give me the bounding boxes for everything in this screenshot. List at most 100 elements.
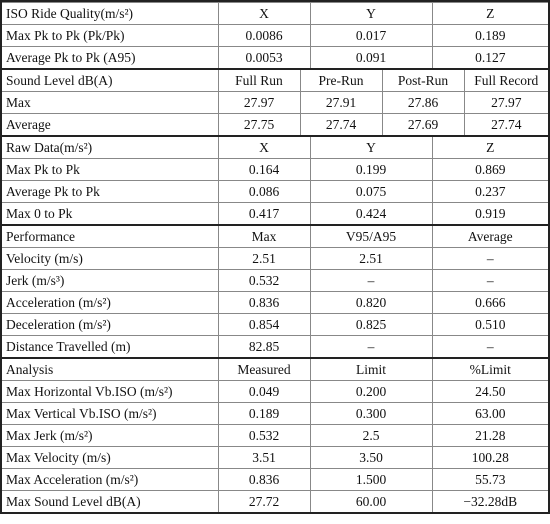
table-cell: Average xyxy=(2,113,219,135)
table-cell: 27.74 xyxy=(299,113,383,135)
table-cell: 0.532 xyxy=(217,424,311,447)
table-cell: 27.74 xyxy=(463,113,548,135)
header-cell: X xyxy=(217,2,311,25)
table-row: Average 27.75 27.74 27.69 27.74 xyxy=(2,113,548,135)
table-cell: 0.417 xyxy=(217,202,311,224)
table-cell: Deceleration (m/s²) xyxy=(2,313,219,336)
table-cell: 0.919 xyxy=(431,202,548,224)
table-cell: 63.00 xyxy=(431,402,548,425)
table-row: Max Pk to Pk 0.164 0.199 0.869 xyxy=(2,158,548,181)
table-cell: 0.666 xyxy=(431,291,548,314)
header-cell: Measured xyxy=(217,357,311,381)
table-cell: 0.199 xyxy=(309,158,433,181)
table-row: Max Pk to Pk (Pk/Pk) 0.0086 0.017 0.189 xyxy=(2,24,548,47)
table-cell: 21.28 xyxy=(431,424,548,447)
section-table: ISO Ride Quality(m/s²) X Y Z Max Pk to Pk (P… xyxy=(2,2,548,68)
header-cell: Y xyxy=(309,2,433,25)
table-row: Max Vertical Vb.ISO (m/s²) 0.189 0.300 63.0… xyxy=(2,402,548,425)
section-table: Performance Max V95/A95 Average Velocity (m/… xyxy=(2,224,548,357)
table-cell: 3.50 xyxy=(309,446,433,469)
table-cell: 2.5 xyxy=(309,424,433,447)
table-cell: 0.189 xyxy=(217,402,311,425)
table-row: Max Velocity (m/s) 3.51 3.50 100.28 xyxy=(2,446,548,469)
header-cell: Pre-Run xyxy=(299,68,383,92)
section-table: Sound Level dB(A) Full Run Pre-Run Post-Run… xyxy=(2,68,548,135)
table-cell: Max xyxy=(2,91,219,114)
header-cell: Z xyxy=(431,2,548,25)
table-cell: Max Sound Level dB(A) xyxy=(2,490,219,512)
table-row: Deceleration (m/s²) 0.854 0.825 0.510 xyxy=(2,313,548,336)
header-cell: Sound Level dB(A) xyxy=(2,68,219,92)
table-cell: 0.820 xyxy=(309,291,433,314)
header-cell: Z xyxy=(431,135,548,159)
table-cell: 2.51 xyxy=(217,247,311,270)
table-cell: 0.869 xyxy=(431,158,548,181)
table-cell: 0.164 xyxy=(217,158,311,181)
table-cell: 24.50 xyxy=(431,380,548,403)
table-cell: 0.510 xyxy=(431,313,548,336)
table-row: Max 0 to Pk 0.417 0.424 0.919 xyxy=(2,202,548,224)
section-table: Raw Data(m/s²) X Y Z Max Pk to Pk 0.164 0.199 0… xyxy=(2,135,548,224)
header-cell: Full Run xyxy=(217,68,301,92)
header-cell: Max xyxy=(217,224,311,248)
table-cell: Max Jerk (m/s²) xyxy=(2,424,219,447)
header-row: Analysis Measured Limit %Limit xyxy=(2,357,548,381)
header-cell: Full Record xyxy=(463,68,548,92)
table-cell: Average Pk to Pk xyxy=(2,180,219,203)
table-cell: 2.51 xyxy=(309,247,433,270)
table-cell: 0.836 xyxy=(217,291,311,314)
section-table: Analysis Measured Limit %Limit Max Horizonta… xyxy=(2,357,548,512)
table-cell: – xyxy=(309,269,433,292)
table-cell: −32.28dB xyxy=(431,490,548,512)
header-cell: Raw Data(m/s²) xyxy=(2,135,219,159)
table-cell: 27.69 xyxy=(381,113,465,135)
header-cell: Limit xyxy=(309,357,433,381)
table-cell: Max Velocity (m/s) xyxy=(2,446,219,469)
table-cell: – xyxy=(431,269,548,292)
header-cell: Y xyxy=(309,135,433,159)
table-cell: Max Acceleration (m/s²) xyxy=(2,468,219,491)
table-cell: 0.424 xyxy=(309,202,433,224)
table-cell: Max Pk to Pk (Pk/Pk) xyxy=(2,24,219,47)
header-row: Sound Level dB(A) Full Run Pre-Run Post-Run… xyxy=(2,68,548,92)
table-cell: – xyxy=(431,335,548,357)
table-row: Average Pk to Pk 0.086 0.075 0.237 xyxy=(2,180,548,203)
table-cell: 27.72 xyxy=(217,490,311,512)
table-cell: Jerk (m/s³) xyxy=(2,269,219,292)
table-cell: 55.73 xyxy=(431,468,548,491)
header-row: Raw Data(m/s²) X Y Z xyxy=(2,135,548,159)
table-cell: 0.532 xyxy=(217,269,311,292)
header-cell: Post-Run xyxy=(381,68,465,92)
table-row: Max Acceleration (m/s²) 0.836 1.500 55.73 xyxy=(2,468,548,491)
table-cell: Max 0 to Pk xyxy=(2,202,219,224)
table-cell: 0.0053 xyxy=(217,46,311,68)
table-row: Velocity (m/s) 2.51 2.51– xyxy=(2,247,548,270)
table-cell: 0.0086 xyxy=(217,24,311,47)
header-row: ISO Ride Quality(m/s²) X Y Z xyxy=(2,2,548,25)
table-cell: 27.97 xyxy=(463,91,548,114)
table-row: Max Horizontal Vb.ISO (m/s²) 0.049 0.200 24… xyxy=(2,380,548,403)
table-cell: 0.017 xyxy=(309,24,433,47)
table-row: Jerk (m/s³) 0.532– – xyxy=(2,269,548,292)
table-cell: Max Pk to Pk xyxy=(2,158,219,181)
table-cell: 27.75 xyxy=(217,113,301,135)
header-cell: Average xyxy=(431,224,548,248)
table-row: Max Jerk (m/s²) 0.532 2.5 21.28 xyxy=(2,424,548,447)
header-cell: X xyxy=(217,135,311,159)
table-row: Max Sound Level dB(A) 27.72 60.00 −32.28dB xyxy=(2,490,548,512)
table-cell: Max Vertical Vb.ISO (m/s²) xyxy=(2,402,219,425)
table-cell: 0.237 xyxy=(431,180,548,203)
table-row: Distance Travelled (m) 82.85– – xyxy=(2,335,548,357)
table-cell: 0.189 xyxy=(431,24,548,47)
table-cell: 0.200 xyxy=(309,380,433,403)
table-cell: 0.091 xyxy=(309,46,433,68)
table-cell: Acceleration (m/s²) xyxy=(2,291,219,314)
table-cell: 60.00 xyxy=(309,490,433,512)
table-cell: 82.85 xyxy=(217,335,311,357)
table-cell: 0.854 xyxy=(217,313,311,336)
table-cell: 0.836 xyxy=(217,468,311,491)
header-cell: %Limit xyxy=(431,357,548,381)
table-row: Max 27.97 27.91 27.86 27.97 xyxy=(2,91,548,114)
